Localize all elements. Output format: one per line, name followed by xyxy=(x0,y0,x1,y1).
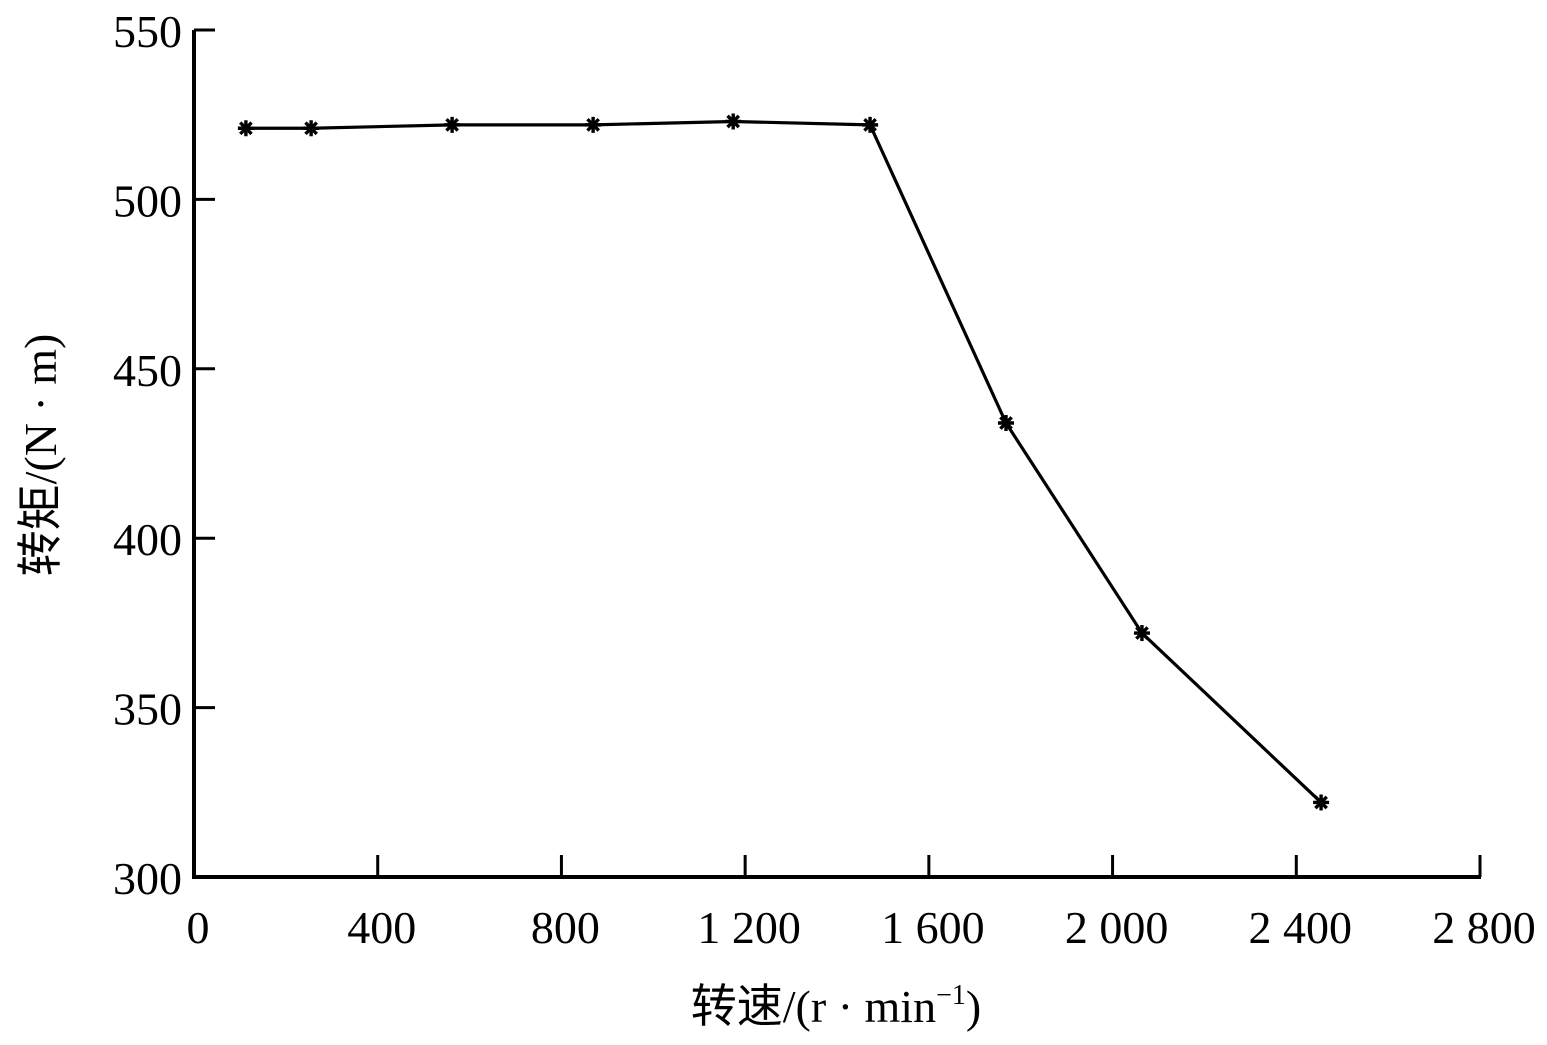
x-axis-title-main: 转速/(r · min xyxy=(691,981,936,1032)
asterisk-marker-icon xyxy=(585,116,602,133)
y-ticks: 300 350 400 450 500 550 xyxy=(113,6,215,904)
asterisk-marker-icon xyxy=(237,120,254,137)
x-tick-label: 1 600 xyxy=(881,902,985,953)
x-tick-label: 400 xyxy=(347,902,416,953)
asterisk-marker-icon xyxy=(1313,794,1330,811)
x-tick-label: 1 200 xyxy=(697,902,801,953)
y-tick-label: 500 xyxy=(113,175,182,226)
y-tick-label: 350 xyxy=(113,684,182,735)
asterisk-marker-icon xyxy=(725,113,742,130)
asterisk-marker-icon xyxy=(998,415,1015,432)
asterisk-marker-icon xyxy=(1133,625,1150,642)
x-tick-label: 2 800 xyxy=(1432,902,1536,953)
x-tick-label: 2 400 xyxy=(1249,902,1353,953)
x-tick-label: 800 xyxy=(531,902,600,953)
asterisk-marker-icon xyxy=(444,116,461,133)
x-axis-title: 转速/(r · min−1) xyxy=(691,980,981,1032)
series-line xyxy=(245,119,1323,804)
x-tick-label: 0 xyxy=(187,902,210,953)
y-tick-label: 300 xyxy=(113,853,182,904)
axis-titles: 转矩/(N · m) 转速/(r · min−1) xyxy=(15,334,981,1032)
y-tick-label: 450 xyxy=(113,345,182,396)
y-tick-label: 400 xyxy=(113,514,182,565)
x-axis-title-superscript: −1 xyxy=(936,980,966,1011)
axes xyxy=(192,30,1481,879)
asterisk-marker-icon xyxy=(303,120,320,137)
data-series xyxy=(237,113,1330,811)
x-tick-label: 2 000 xyxy=(1065,902,1169,953)
y-tick-label: 550 xyxy=(113,6,182,57)
x-ticks: 0 400 800 1 200 1 600 2 000 2 400 2 800 xyxy=(187,855,1536,953)
asterisk-marker-icon xyxy=(862,116,879,133)
y-axis-title: 转矩/(N · m) xyxy=(15,334,66,577)
x-axis-title-close: ) xyxy=(966,981,981,1032)
